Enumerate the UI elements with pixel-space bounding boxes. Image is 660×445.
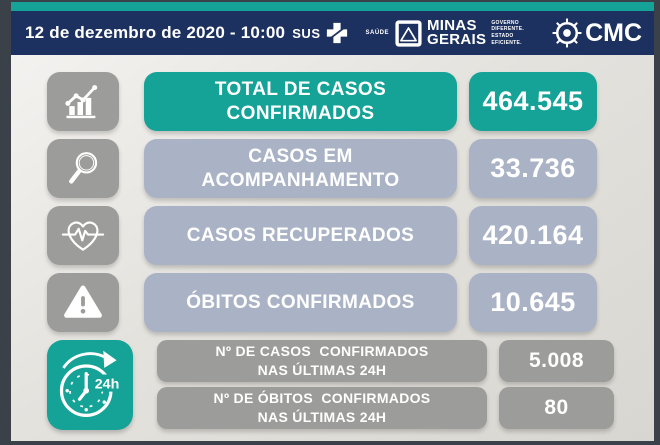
stat-value: 464.545 — [469, 72, 597, 131]
stat-row-acompanhamento: CASOS EM ACOMPANHAMENTO 33.736 — [47, 139, 654, 198]
last-24h-section: 24h Nº DE CASOS CONFIRMADOS NAS ÚLTIMAS … — [47, 340, 654, 430]
stat-row-total-casos: TOTAL DE CASOS CONFIRMADOS 464.545 — [47, 72, 654, 131]
last-24h-rows: Nº DE CASOS CONFIRMADOS NAS ÚLTIMAS 24H … — [157, 340, 614, 430]
stat-label: CASOS RECUPERADOS — [144, 206, 457, 265]
cmc-logo: CMC — [550, 16, 642, 50]
stat-icon-box: 24h — [47, 340, 133, 430]
sus-cross-icon — [325, 22, 348, 44]
stat-value: 5.008 — [499, 340, 614, 382]
stat-label-line1: TOTAL DE CASOS — [214, 79, 387, 101]
top-accent-strip — [11, 2, 654, 11]
stat-label: TOTAL DE CASOS CONFIRMADOS — [144, 72, 457, 131]
stat-icon-box — [47, 139, 119, 198]
stat-label-line1: Nº DE ÓBITOS CONFIRMADOS — [213, 390, 431, 407]
dashboard-slide: 12 de dezembro de 2020 - 10:00 SUS SAÚDE… — [11, 2, 654, 441]
mg-tag3: ESTADO — [491, 33, 514, 39]
mg-tag1: GOVERNO — [491, 19, 519, 26]
stat-label-line1: CASOS EM — [248, 146, 353, 168]
stat-icon-box — [47, 273, 119, 332]
mg-tag4: EFICIENTE. — [491, 39, 522, 46]
stat-label: Nº DE CASOS CONFIRMADOS NAS ÚLTIMAS 24H — [157, 340, 487, 382]
stat-label-line2: NAS ÚLTIMAS 24H — [257, 362, 387, 378]
stat-label-line1: ÓBITOS CONFIRMADOS — [186, 291, 415, 313]
cmc-label: CMC — [585, 18, 642, 47]
mg-tagline: GOVERNO DIFERENTE. ESTADO EFICIENTE. — [491, 20, 524, 47]
stat-row-casos-24h: Nº DE CASOS CONFIRMADOS NAS ÚLTIMAS 24H … — [157, 340, 614, 382]
stat-label-line2: CONFIRMADOS — [226, 102, 375, 124]
mg-line1: MINAS — [427, 17, 477, 35]
mg-line2: GERAIS — [427, 31, 487, 48]
logo-group: SUS SAÚDE MINAS GERAIS GOVERNO — [292, 16, 642, 50]
stat-value: 80 — [499, 387, 614, 429]
stat-label-line1: Nº DE CASOS CONFIRMADOS — [215, 343, 429, 360]
sus-logo: SUS — [292, 20, 349, 46]
stat-row-obitos-24h: Nº DE ÓBITOS CONFIRMADOS NAS ÚLTIMAS 24H… — [157, 387, 614, 429]
saude-label: SAÚDE — [365, 30, 390, 36]
date-time: 12 de dezembro de 2020 - 10:00 — [25, 23, 286, 42]
stat-value: 33.736 — [469, 139, 597, 198]
clock-24h-icon: 24h — [59, 350, 124, 418]
bar-chart-icon — [65, 84, 98, 118]
sus-label: SUS — [292, 25, 321, 41]
mg-triangle-icon — [395, 19, 422, 47]
mg-tag2: DIFERENTE. — [491, 26, 525, 33]
warning-icon — [64, 284, 102, 318]
stat-label-line1: CASOS RECUPERADOS — [186, 224, 415, 246]
clock-24h-badge: 24h — [95, 376, 120, 392]
stat-value: 420.164 — [469, 206, 597, 265]
stat-row-recuperados: CASOS RECUPERADOS 420.164 — [47, 206, 654, 265]
stat-value: 10.645 — [469, 273, 597, 332]
stat-label-line2: ACOMPANHAMENTO — [201, 169, 400, 191]
stat-label: ÓBITOS CONFIRMADOS — [144, 273, 457, 332]
heart-pulse-icon — [61, 220, 105, 251]
mg-wordmark: MINAS GERAIS — [427, 17, 487, 48]
header-bar: 12 de dezembro de 2020 - 10:00 SUS SAÚDE… — [11, 11, 654, 55]
magnifier-icon — [69, 151, 98, 184]
stat-label-line2: NAS ÚLTIMAS 24H — [257, 409, 387, 425]
cmc-helm-icon — [552, 18, 582, 48]
stat-icon-box — [47, 72, 119, 131]
stats-panel: TOTAL DE CASOS CONFIRMADOS 464.545 CASOS… — [11, 55, 654, 441]
minas-gerais-logo: MINAS GERAIS GOVERNO DIFERENTE. ESTADO E… — [395, 17, 524, 48]
stat-icon-box — [47, 206, 119, 265]
stat-label: Nº DE ÓBITOS CONFIRMADOS NAS ÚLTIMAS 24H — [157, 387, 487, 429]
stat-label: CASOS EM ACOMPANHAMENTO — [144, 139, 457, 198]
stat-row-obitos: ÓBITOS CONFIRMADOS 10.645 — [47, 273, 654, 332]
